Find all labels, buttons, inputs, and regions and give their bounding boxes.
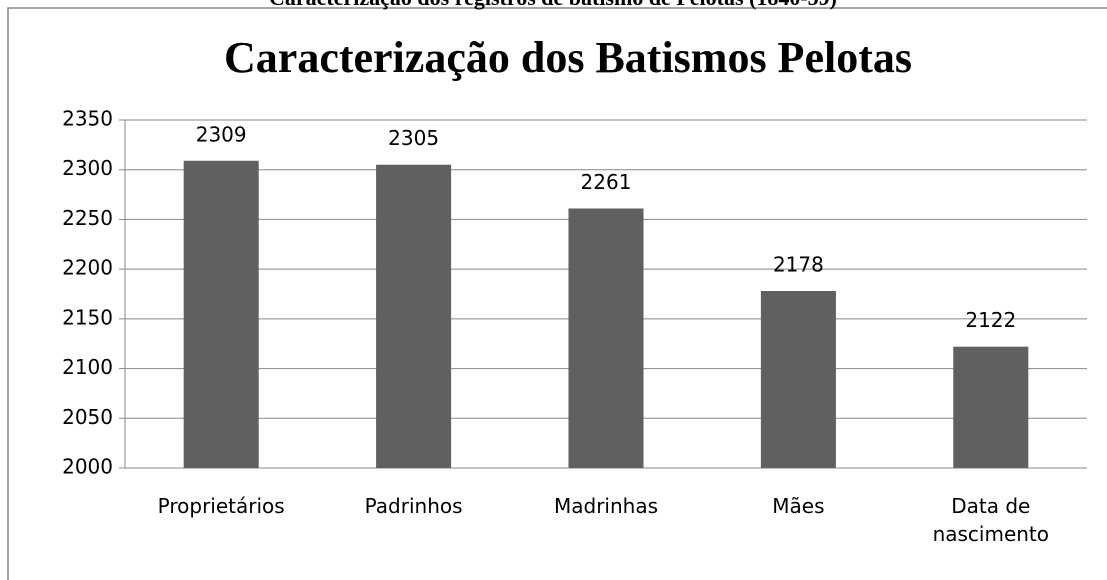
bar bbox=[568, 208, 644, 468]
data-label: 2261 bbox=[581, 170, 632, 194]
x-tick-label: Madrinhas bbox=[553, 494, 658, 518]
data-label: 2178 bbox=[773, 253, 824, 277]
y-tick-label: 2000 bbox=[62, 455, 113, 479]
x-tick-label: Data de nascimento bbox=[932, 494, 1050, 546]
y-tick-label: 2100 bbox=[62, 355, 113, 379]
chart-title: Caracterização dos Batismos Pelotas bbox=[224, 33, 912, 82]
y-tick-label: 2350 bbox=[62, 107, 113, 131]
data-label: 2122 bbox=[965, 308, 1016, 332]
caption: Caracterização dos registros de batismo … bbox=[269, 0, 837, 10]
x-tick-label: Proprietários bbox=[157, 494, 285, 518]
data-label: 2305 bbox=[388, 126, 439, 150]
bar bbox=[376, 164, 452, 468]
y-tick-label: 2250 bbox=[62, 206, 113, 230]
bar bbox=[183, 160, 259, 468]
y-tick-label: 2050 bbox=[62, 405, 113, 429]
bar bbox=[953, 346, 1029, 468]
x-tick-label: Padrinhos bbox=[364, 494, 463, 518]
x-tick-label: Mães bbox=[772, 494, 825, 518]
y-tick-label: 2200 bbox=[62, 256, 113, 280]
data-label: 2309 bbox=[196, 122, 247, 146]
y-tick-label: 2300 bbox=[62, 156, 113, 180]
y-tick-label: 2150 bbox=[62, 305, 113, 329]
bar bbox=[760, 291, 836, 468]
